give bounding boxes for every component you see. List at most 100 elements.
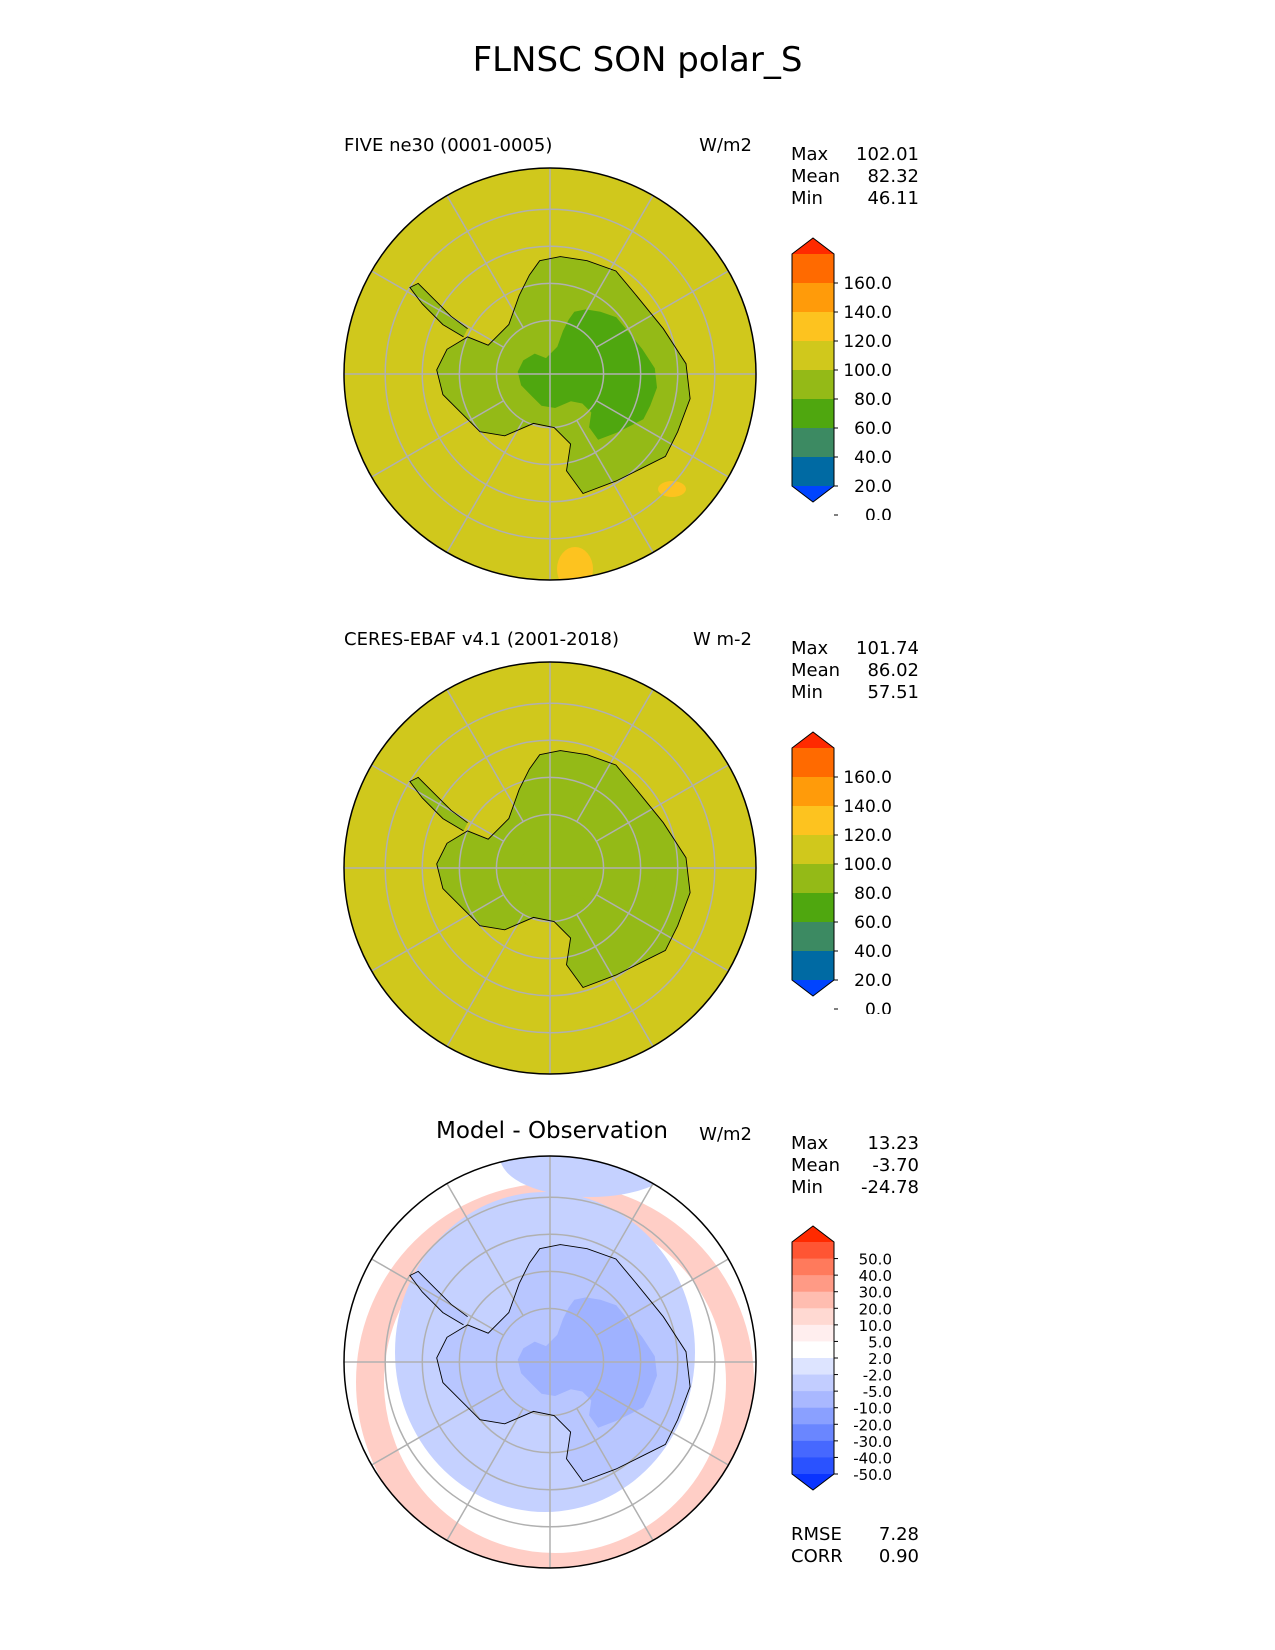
colorbar-tick-label: 40.0	[854, 448, 892, 468]
warm-patch	[557, 547, 593, 580]
colorbar-tick-label: 80.0	[854, 884, 892, 904]
colorbar-tick-label: 160.0	[843, 768, 892, 788]
colorbar-bin	[792, 748, 834, 778]
longitude-gridline	[596, 894, 729, 972]
colorbar-bin	[792, 457, 834, 487]
colorbar-bin	[792, 922, 834, 952]
coastline	[436, 750, 691, 989]
metric-value: 0.90	[878, 1546, 919, 1567]
longitude-gridline	[596, 270, 729, 348]
colorbar-bin	[792, 1324, 834, 1342]
colorbar-tick-label: 20.0	[854, 477, 892, 497]
colorbar-extend-min	[792, 980, 834, 996]
colorbar-tick-label: 160.0	[843, 274, 892, 294]
panel-3-metrics: RMSE 7.28 CORR 0.90	[791, 1524, 919, 1568]
longitude-gridline	[371, 400, 504, 478]
colorbar-tick-label: -20.0	[853, 1416, 892, 1434]
map-boundary	[343, 167, 757, 581]
stat-value: 101.74	[856, 638, 919, 659]
colorbar-tick-label: -5.0	[863, 1383, 892, 1401]
coastline	[436, 256, 691, 495]
longitude-gridline	[576, 195, 654, 328]
colorbar-tick-label: 40.0	[854, 942, 892, 962]
colorbar-extend-max	[792, 732, 834, 748]
longitude-gridline	[596, 400, 729, 478]
longitude-gridline	[371, 764, 504, 842]
coastline-peninsula	[409, 282, 468, 338]
colorbar-bin	[792, 370, 834, 400]
panel-2-title: CERES-EBAF v4.1 (2001-2018)	[344, 629, 620, 650]
colorbar-bin	[792, 1291, 834, 1309]
colorbar-tick-label: 60.0	[854, 913, 892, 933]
stat-label: Min	[791, 1177, 823, 1198]
map-field	[344, 168, 756, 580]
colorbar-bin	[792, 1374, 834, 1392]
panel-2-colorbar: 160.0 140.0 120.0 100.0 80.0 60.0 40.0 20.0 0.0	[791, 731, 892, 1014]
stat-value: 46.11	[867, 188, 919, 209]
metric-label: CORR	[791, 1546, 843, 1567]
coastline-peninsula	[409, 776, 468, 832]
panel-3-polar-map	[343, 1155, 757, 1569]
colorbar-tick-label: 10.0	[859, 1317, 892, 1335]
colorbar-bin	[792, 254, 834, 284]
panel-3-stats: Max 13.23 Mean -3.70 Min -24.78	[791, 1133, 919, 1199]
panel-3-units: W/m2	[699, 1124, 752, 1145]
colorbar-tick-label: 140.0	[843, 797, 892, 817]
longitude-gridline	[576, 1183, 654, 1316]
colorbar-extend-min	[792, 1474, 834, 1490]
colorbar-bin	[792, 835, 834, 865]
longitude-gridline	[371, 270, 504, 348]
panel-2-units: W m-2	[692, 629, 752, 650]
colorbar-bin	[792, 1358, 834, 1376]
colorbar-tick-label: 20.0	[859, 1300, 892, 1318]
colorbar-tick-label: -10.0	[853, 1400, 892, 1418]
longitude-gridline	[371, 894, 504, 972]
map-boundary	[343, 661, 757, 1075]
colorbar-tick-label: 60.0	[854, 419, 892, 439]
colorbar-bin	[792, 1275, 834, 1293]
colorbar-bin	[792, 1308, 834, 1326]
longitude-gridline	[446, 1183, 524, 1316]
longitude-gridline	[446, 689, 524, 822]
colorbar-bin	[792, 1341, 834, 1359]
stat-label: Min	[791, 682, 823, 703]
stat-label: Max	[791, 638, 829, 659]
longitude-gridline	[446, 195, 524, 328]
panel-1-stats: Max 102.01 Mean 82.32 Min 46.11	[791, 144, 919, 210]
map-field	[344, 662, 756, 1074]
stat-label: Mean	[791, 166, 841, 187]
panel-3-colorbar: 50.040.030.020.010.05.02.0-2.0-5.0-10.0-…	[791, 1225, 892, 1491]
panel-2-stats: Max 101.74 Mean 86.02 Min 57.51	[791, 638, 919, 704]
stat-value: 86.02	[867, 660, 919, 681]
colorbar-tick-label: 120.0	[843, 826, 892, 846]
stat-value: 82.32	[867, 166, 919, 187]
longitude-gridline	[371, 1258, 504, 1336]
stat-label: Max	[791, 1133, 829, 1154]
colorbar-tick-label: 50.0	[859, 1251, 892, 1269]
colorbar-bin	[792, 399, 834, 429]
colorbar-bin	[792, 1457, 834, 1475]
colorbar-tick-label: 140.0	[843, 303, 892, 323]
colorbar-tick-label: -40.0	[853, 1449, 892, 1467]
colorbar-bin	[792, 1391, 834, 1409]
colorbar-bin	[792, 312, 834, 342]
longitude-gridline	[596, 1388, 729, 1466]
colorbar-bin	[792, 341, 834, 371]
panel-1-units: W/m2	[699, 135, 752, 156]
map-boundary	[343, 1155, 757, 1569]
stat-value: 57.51	[867, 682, 919, 703]
colorbar-tick-label: 2.0	[868, 1350, 892, 1368]
colorbar-bin	[792, 428, 834, 458]
longitude-gridline	[576, 1408, 654, 1541]
metric-value: 7.28	[878, 1524, 919, 1545]
coastline-peninsula	[409, 1270, 468, 1326]
colorbar-tick-label: -50.0	[853, 1466, 892, 1484]
colorbar-tick-label: 80.0	[854, 390, 892, 410]
panel-2-polar-map	[343, 661, 757, 1075]
stat-label: Mean	[791, 1155, 841, 1176]
longitude-gridline	[576, 914, 654, 1047]
colorbar-tick-label: 5.0	[868, 1333, 892, 1351]
colorbar-tick-label: 40.0	[859, 1267, 892, 1285]
colorbar-bin	[792, 1424, 834, 1442]
panel-1-title: FIVE ne30 (0001-0005)	[344, 135, 553, 156]
